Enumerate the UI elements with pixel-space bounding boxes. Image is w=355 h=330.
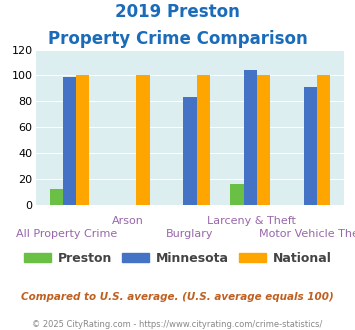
- Text: All Property Crime: All Property Crime: [16, 229, 117, 239]
- Text: 2019 Preston: 2019 Preston: [115, 3, 240, 21]
- Text: Larceny & Theft: Larceny & Theft: [207, 216, 296, 226]
- Text: Compared to U.S. average. (U.S. average equals 100): Compared to U.S. average. (U.S. average …: [21, 292, 334, 302]
- Bar: [136, 75, 149, 205]
- Text: Motor Vehicle Theft: Motor Vehicle Theft: [260, 229, 355, 239]
- Bar: [257, 75, 270, 205]
- Text: Burglary: Burglary: [166, 229, 214, 239]
- Bar: [50, 189, 63, 205]
- Bar: [317, 75, 330, 205]
- Text: Arson: Arson: [112, 216, 144, 226]
- Text: © 2025 CityRating.com - https://www.cityrating.com/crime-statistics/: © 2025 CityRating.com - https://www.city…: [32, 320, 323, 329]
- Bar: [304, 87, 317, 205]
- Legend: Preston, Minnesota, National: Preston, Minnesota, National: [19, 247, 336, 270]
- Bar: [244, 70, 257, 205]
- Bar: [63, 77, 76, 205]
- Bar: [230, 184, 244, 205]
- Bar: [183, 97, 197, 205]
- Bar: [197, 75, 210, 205]
- Text: Property Crime Comparison: Property Crime Comparison: [48, 30, 307, 48]
- Bar: [76, 75, 89, 205]
